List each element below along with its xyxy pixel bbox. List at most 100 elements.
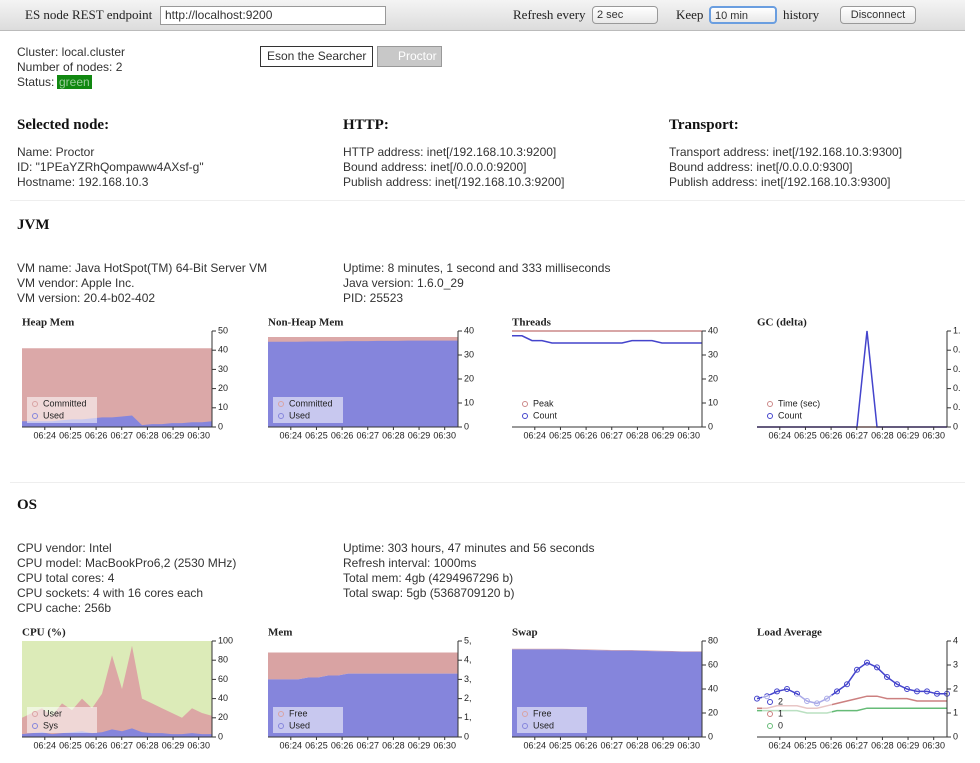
legend-label: User — [43, 708, 62, 718]
history-label: history — [783, 7, 820, 22]
legend-label: Used — [289, 720, 310, 730]
y-tick-label: 4, — [464, 655, 472, 665]
info-line: CPU vendor: Intel — [17, 541, 112, 555]
x-tick-label: 06:30 — [433, 740, 456, 750]
x-tick-label: 06:25 — [59, 740, 82, 750]
info-line: Publish address: inet[/192.168.10.3:9300… — [669, 175, 891, 189]
y-tick-label: 0 — [708, 731, 713, 741]
y-tick-label: 3, — [464, 674, 472, 684]
x-tick-label: 06:26 — [575, 740, 598, 750]
node-button[interactable]: Proctor — [377, 46, 442, 67]
x-tick-label: 06:27 — [600, 740, 623, 750]
y-tick-label: 0 — [953, 731, 958, 741]
legend-label: Count — [778, 410, 803, 420]
point — [784, 686, 790, 692]
endpoint-input[interactable]: http://localhost:9200 — [160, 6, 386, 25]
y-tick-label: 10 — [708, 397, 718, 407]
legend-label: Free — [289, 708, 308, 718]
chart-title: CPU (%) — [22, 627, 66, 639]
y-tick-label: 1. — [953, 325, 961, 335]
info-line: HTTP address: inet[/192.168.10.3:9200] — [343, 145, 557, 159]
x-tick-label: 06:24 — [769, 430, 792, 440]
keep-select[interactable]: 10 min — [709, 6, 777, 24]
x-tick-label: 06:28 — [626, 430, 649, 440]
x-tick-label: 06:30 — [677, 740, 700, 750]
y-tick-label: 40 — [708, 325, 718, 335]
y-tick-label: 0 — [464, 731, 469, 741]
info-line: Hostname: 192.168.10.3 — [17, 175, 149, 189]
info-line: Refresh interval: 1000ms — [343, 556, 477, 570]
y-tick-label: 0. — [953, 383, 961, 393]
line — [756, 661, 947, 705]
info-line: CPU model: MacBookPro6,2 (2530 MHz) — [17, 556, 237, 570]
legend-marker — [522, 401, 528, 407]
section-title: Transport: — [669, 117, 739, 133]
section-title: OS — [17, 497, 38, 513]
legend-box — [762, 397, 832, 423]
info-line: VM vendor: Apple Inc. — [17, 276, 135, 290]
y-tick-label: 2 — [953, 683, 958, 693]
x-tick-label: 06:24 — [769, 740, 792, 750]
y-tick-label: 50 — [218, 325, 228, 335]
info-line: Total swap: 5gb (5368709120 b) — [343, 586, 515, 600]
x-tick-label: 06:30 — [187, 430, 210, 440]
info-line: CPU total cores: 4 — [17, 571, 115, 585]
disconnect-button[interactable]: Disconnect — [840, 6, 916, 24]
x-tick-label: 06:27 — [356, 430, 379, 440]
x-tick-label: 06:28 — [382, 430, 405, 440]
legend-marker — [278, 723, 284, 729]
legend-marker — [32, 711, 38, 717]
y-tick-label: 20 — [218, 383, 228, 393]
info-line: Bound address: inet[/0.0.0.0:9300] — [669, 160, 853, 174]
y-tick-label: 3 — [953, 659, 958, 669]
legend-label: Time (sec) — [778, 398, 820, 408]
legend-label: Used — [43, 410, 64, 420]
legend-marker — [32, 401, 38, 407]
y-tick-label: 0 — [464, 421, 469, 431]
info-line: VM version: 20.4-b02-402 — [17, 291, 156, 305]
separator — [10, 200, 965, 201]
x-tick-label: 06:30 — [677, 430, 700, 440]
legend-marker — [522, 413, 528, 419]
legend-label: 2 — [778, 696, 783, 706]
y-tick-label: 1 — [953, 707, 958, 717]
x-tick-label: 06:25 — [305, 430, 328, 440]
y-tick-label: 0. — [953, 402, 961, 412]
x-tick-label: 06:28 — [136, 430, 159, 440]
x-tick-label: 06:26 — [575, 430, 598, 440]
refresh-select[interactable]: 2 sec — [592, 6, 658, 24]
x-tick-label: 06:29 — [652, 740, 675, 750]
legend-box — [517, 707, 587, 733]
x-tick-label: 06:26 — [85, 740, 108, 750]
info-line: VM name: Java HotSpot(TM) 64-Bit Server … — [17, 261, 268, 275]
legend-label: Used — [533, 720, 554, 730]
point — [914, 688, 920, 695]
x-tick-label: 06:26 — [820, 430, 843, 440]
status-value: green — [57, 75, 92, 89]
y-tick-label: 60 — [708, 659, 718, 669]
y-tick-label: 80 — [218, 655, 228, 665]
node-button[interactable]: Eson the Searcher — [260, 46, 374, 67]
y-tick-label: 80 — [708, 635, 718, 645]
x-tick-label: 06:27 — [356, 740, 379, 750]
area — [22, 415, 212, 427]
cluster-info: Cluster: local.cluster — [17, 45, 126, 59]
info-line: PID: 25523 — [343, 291, 404, 305]
y-tick-label: 40 — [218, 345, 228, 355]
info-line: Bound address: inet[/0.0.0.0:9200] — [343, 160, 527, 174]
keep-label: Keep — [676, 7, 704, 22]
info-line: Total mem: 4gb (4294967296 b) — [343, 571, 514, 585]
x-tick-label: 06:27 — [845, 740, 868, 750]
legend-label: Free — [533, 708, 552, 718]
point — [924, 688, 930, 695]
line — [512, 335, 702, 344]
info-line: Uptime: 8 minutes, 1 second and 333 mill… — [343, 261, 611, 275]
x-tick-label: 06:25 — [549, 430, 572, 440]
x-tick-label: 06:26 — [85, 430, 108, 440]
x-tick-label: 06:24 — [280, 430, 303, 440]
legend-label: Sys — [43, 720, 59, 730]
x-tick-label: 06:29 — [162, 430, 185, 440]
x-tick-label: 06:27 — [110, 430, 133, 440]
chart-title: Mem — [268, 627, 292, 639]
